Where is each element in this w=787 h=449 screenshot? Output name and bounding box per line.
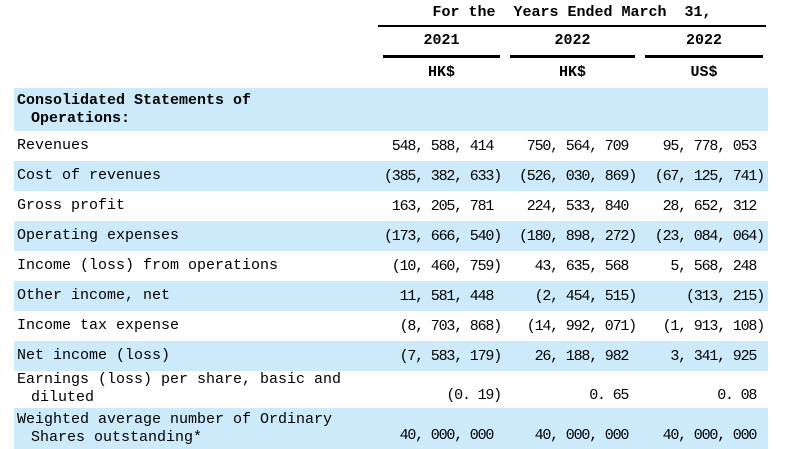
value-2022-hkd: (526, 030, 869) <box>518 167 637 185</box>
value-2022-usd: 40, 000, 000 <box>662 427 764 444</box>
value-2021-hkd: (385, 382, 633) <box>383 167 502 185</box>
column-year-2022-usd: 2022 <box>645 27 763 58</box>
value-2021-hkd: 11, 581, 448 <box>399 287 501 305</box>
period-title: For the Years Ended March 31, <box>378 0 766 27</box>
row-label: Revenues <box>17 137 90 154</box>
value-2022-usd: 3, 341, 925 <box>670 347 764 365</box>
value-2022-hkd: 0. 65 <box>589 387 636 404</box>
value-2022-usd: (313, 215) <box>685 287 765 305</box>
column-currency-hkd-2022: HK$ <box>558 64 586 81</box>
row-label-line2: Shares outstanding* <box>31 429 203 446</box>
row-label: Operating expenses <box>17 227 180 244</box>
value-2022-usd: 0. 08 <box>717 387 764 404</box>
header-spacer <box>14 27 378 58</box>
table-header-currency-row: HK$ HK$ US$ <box>14 58 768 88</box>
row-label-line1: Weighted average number of Ordinary <box>17 411 333 428</box>
column-year-2022-hkd: 2022 <box>510 27 635 58</box>
section-heading-row: Consolidated Statements of Operations: <box>14 88 768 131</box>
value-2022-usd: (1, 913, 108) <box>662 317 766 335</box>
value-2021-hkd: (8, 703, 868) <box>399 317 503 335</box>
value-2022-hkd: 26, 188, 982 <box>534 347 636 365</box>
value-2022-hkd: (14, 992, 071) <box>526 317 637 335</box>
value-2021-hkd: (0. 19) <box>446 387 502 404</box>
value-2022-hkd: (2, 454, 515) <box>534 287 638 305</box>
table-row-income-from-operations: Income (loss) from operations (10, 460, … <box>14 251 768 281</box>
row-label: Other income, net <box>17 287 171 304</box>
value-2021-hkd: 40, 000, 000 <box>399 427 501 444</box>
value-2021-hkd: (7, 583, 179) <box>399 347 503 365</box>
table-row-income-tax-expense: Income tax expense (8, 703, 868) (14, 99… <box>14 311 768 341</box>
table-row-gross-profit: Gross profit 163, 205, 781 224, 533, 840… <box>14 191 768 221</box>
table-row-earnings-per-share: Earnings (loss) per share, basic and dilu… <box>14 371 768 408</box>
value-2022-usd: (67, 125, 741) <box>654 167 765 185</box>
table-row-weighted-average-shares: Weighted average number of Ordinary Share… <box>14 408 768 449</box>
value-2021-hkd: 548, 588, 414 <box>391 137 501 155</box>
row-label: Income (loss) from operations <box>17 257 279 274</box>
value-2022-hkd: 43, 635, 568 <box>534 257 636 275</box>
value-2022-hkd: 40, 000, 000 <box>534 427 636 444</box>
value-2021-hkd: (173, 666, 540) <box>383 227 502 245</box>
header-spacer <box>14 58 378 88</box>
table-header-title-row: For the Years Ended March 31, <box>14 0 768 27</box>
column-currency-usd-2022: US$ <box>690 64 718 81</box>
value-2022-usd: 95, 778, 053 <box>662 137 764 155</box>
table-row-other-income-net: Other income, net 11, 581, 448 (2, 454, … <box>14 281 768 311</box>
row-label: Gross profit <box>17 197 126 214</box>
table-row-cost-of-revenues: Cost of revenues (385, 382, 633) (526, 0… <box>14 161 768 191</box>
column-currency-hkd-2021: HK$ <box>427 64 455 81</box>
value-2022-hkd: 224, 533, 840 <box>526 197 636 215</box>
section-heading-line1: Consolidated Statements of <box>17 91 252 109</box>
value-2022-hkd: (180, 898, 272) <box>518 227 637 245</box>
value-2022-usd: 5, 568, 248 <box>670 257 764 275</box>
row-label: Net income (loss) <box>17 347 171 364</box>
row-label: Income tax expense <box>17 317 180 334</box>
column-year-2021: 2021 <box>383 27 500 58</box>
section-heading-line2: Operations: <box>31 109 131 127</box>
row-label: Weighted average number of Ordinary Share… <box>14 411 378 449</box>
table-row-net-income: Net income (loss) (7, 583, 179) 26, 188,… <box>14 341 768 371</box>
section-heading: Consolidated Statements of Operations: <box>14 92 378 128</box>
row-label: Cost of revenues <box>17 167 162 184</box>
row-label-line2: diluted <box>31 389 95 406</box>
value-2022-hkd: 750, 564, 709 <box>526 137 636 155</box>
row-label: Earnings (loss) per share, basic and dilu… <box>14 371 378 409</box>
value-2021-hkd: (10, 460, 759) <box>391 257 502 275</box>
header-spacer <box>14 0 378 27</box>
table-row-operating-expenses: Operating expenses (173, 666, 540) (180,… <box>14 221 768 251</box>
table-header-years-row: 2021 2022 2022 <box>14 27 768 58</box>
value-2021-hkd: 163, 205, 781 <box>391 197 501 215</box>
table-row-revenues: Revenues 548, 588, 414 750, 564, 709 95,… <box>14 131 768 161</box>
consolidated-statements-table: For the Years Ended March 31, 2021 2022 … <box>14 0 768 449</box>
row-label-line1: Earnings (loss) per share, basic and <box>17 371 342 388</box>
value-2022-usd: (23, 084, 064) <box>654 227 765 245</box>
value-2022-usd: 28, 652, 312 <box>662 197 764 215</box>
